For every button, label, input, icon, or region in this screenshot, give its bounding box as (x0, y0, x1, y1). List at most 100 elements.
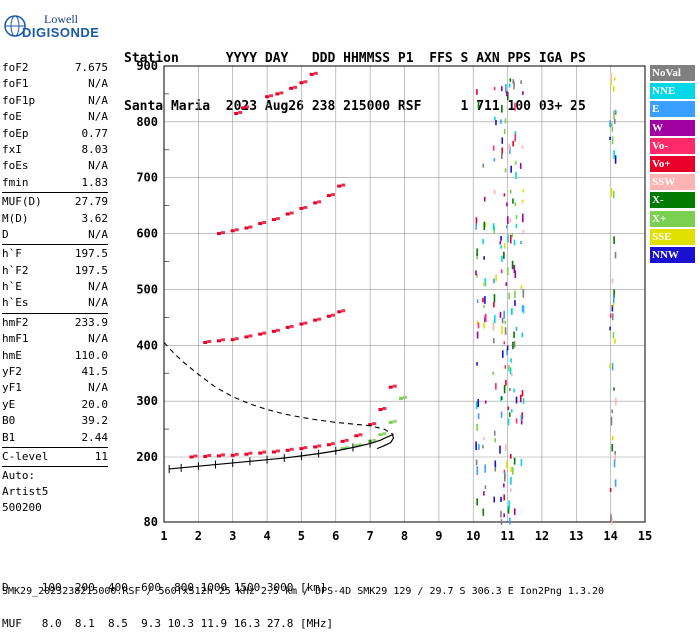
noise-mark (613, 150, 615, 159)
noise-mark (610, 122, 613, 127)
noise-mark (514, 300, 516, 306)
trace-point (354, 434, 359, 438)
x-tick-label: 8 (401, 529, 408, 543)
noise-mark (501, 86, 503, 92)
divider (2, 446, 108, 448)
trace-point (262, 450, 267, 454)
noise-mark (522, 288, 525, 298)
noise-mark (609, 136, 611, 140)
trace-point (265, 95, 270, 99)
noise-mark (475, 270, 477, 276)
noise-mark (510, 476, 512, 485)
file-info: SMK29_2023238215000.RSF / 560fx512h 25 k… (2, 586, 605, 597)
noise-mark (501, 137, 504, 144)
trace-point (313, 71, 318, 75)
param-row: foF1 N/A (2, 76, 108, 92)
noise-mark (614, 155, 617, 164)
noise-mark (501, 152, 503, 159)
trace-point (275, 328, 280, 332)
param-row: fxI 8.03 (2, 142, 108, 158)
trace-point (216, 232, 221, 236)
noise-mark (513, 81, 515, 90)
trace-point (303, 205, 308, 209)
trace-point (378, 433, 383, 437)
trace-point (403, 395, 408, 399)
noise-mark (519, 163, 522, 169)
param-row: hmE 110.0 (2, 348, 108, 364)
noise-mark (475, 441, 477, 451)
param-name: foEs (2, 159, 29, 173)
noise-mark (494, 460, 497, 468)
noise-mark (484, 464, 487, 473)
noise-mark (482, 297, 484, 303)
noise-mark (507, 506, 510, 514)
noise-mark (513, 341, 516, 348)
param-row: h`Es N/A (2, 295, 108, 311)
param-name: foF1p (2, 93, 36, 107)
noise-mark (522, 230, 525, 234)
noise-mark (508, 143, 510, 151)
param-name: fmin (2, 175, 29, 189)
noise-mark (515, 223, 518, 229)
noise-mark (520, 240, 522, 245)
trace-point (238, 110, 243, 114)
noise-mark (506, 267, 509, 276)
trace-point (388, 420, 393, 424)
param-row: B1 2.44 (2, 430, 108, 446)
noise-mark (482, 508, 485, 516)
noise-mark (512, 341, 514, 350)
trace-point (317, 444, 322, 448)
noise-mark (494, 463, 497, 472)
noise-mark (513, 508, 516, 515)
noise-mark (521, 305, 524, 312)
noise-mark (492, 145, 495, 151)
y-tick-label: 500 (136, 282, 158, 296)
noise-mark (499, 311, 502, 318)
trace-point (271, 218, 276, 222)
divider (2, 244, 108, 246)
noise-mark (508, 365, 510, 372)
param-name: hmF2 (2, 315, 29, 329)
noise-mark (500, 510, 502, 518)
param-group-3: h`F 197.5 h`F2 197.5 h`E N/A h`Es N/A (2, 246, 108, 312)
param-value: N/A (88, 227, 108, 241)
noise-mark (515, 161, 517, 165)
noise-mark (508, 292, 510, 300)
noise-mark (509, 235, 512, 244)
trace-point (330, 442, 335, 446)
noise-mark (482, 238, 484, 245)
param-value: 20.0 (81, 397, 109, 411)
noise-mark (500, 119, 502, 124)
noise-mark (499, 445, 501, 454)
trace-point (303, 80, 308, 84)
trace-point (203, 454, 208, 458)
param-name: B1 (2, 430, 16, 444)
noise-mark (482, 436, 485, 441)
noise-mark (511, 260, 514, 270)
trace-point (392, 384, 397, 388)
trace-point (299, 447, 304, 451)
param-name: hmF1 (2, 332, 29, 346)
noise-mark (484, 313, 487, 323)
param-row: MUF(D) 27.79 (2, 194, 108, 210)
noise-mark (503, 513, 505, 518)
noise-mark (506, 202, 508, 207)
divider (2, 192, 108, 194)
noise-mark (509, 367, 512, 375)
noise-mark (493, 278, 495, 284)
param-value: 197.5 (74, 263, 108, 277)
param-value: 197.5 (74, 247, 108, 261)
noise-mark (514, 270, 517, 279)
param-group-4: hmF2 233.9 hmF1 N/A hmE 110.0 yF2 41.5 yF1 N/… (2, 315, 108, 446)
trace-point (358, 433, 363, 437)
trace-point (258, 222, 263, 226)
noise-mark (508, 83, 511, 88)
noise-mark (503, 310, 505, 319)
x-tick-label: 4 (263, 529, 270, 543)
noise-mark (504, 327, 507, 335)
noise-mark (506, 216, 509, 225)
param-group-1: foF2 7.675 foF1 N/A foF1p N/A foE N/A foEp 0.… (2, 60, 108, 191)
y-tick-label: 200 (136, 450, 158, 464)
noise-mark (521, 145, 524, 149)
param-value: 2.44 (81, 430, 109, 444)
